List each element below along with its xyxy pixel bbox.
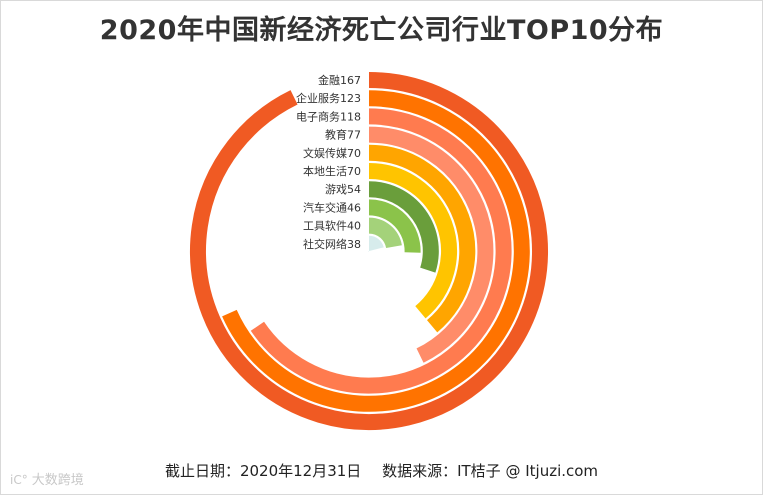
bar-label-8: 汽车交通46 bbox=[303, 200, 361, 214]
watermark-text: 大数跨境 bbox=[31, 473, 84, 488]
bar-3 bbox=[250, 108, 512, 394]
bar-8 bbox=[368, 199, 421, 253]
bar-4 bbox=[368, 126, 494, 363]
ic-logo-icon: iC° bbox=[10, 473, 28, 487]
chart-title: 2020年中国新经济死亡公司行业TOP10分布 bbox=[99, 15, 664, 46]
bar-label-10: 社交网络38 bbox=[303, 237, 361, 251]
data-source: 数据来源：IT桔子 @ Itjuzi.com bbox=[382, 462, 599, 480]
bar-2 bbox=[222, 90, 530, 412]
bar-5 bbox=[368, 144, 476, 333]
bar-7 bbox=[368, 181, 439, 273]
bars-group bbox=[190, 72, 548, 430]
chart-footer: 截止日期：2020年12月31日 数据来源：IT桔子 @ Itjuzi.com bbox=[0, 460, 763, 481]
watermark: iC° 大数跨境 bbox=[10, 469, 84, 488]
bar-label-3: 电子商务118 bbox=[296, 109, 361, 123]
bar-1 bbox=[190, 72, 548, 430]
cutoff-date: 截止日期：2020年12月31日 bbox=[164, 462, 362, 480]
bar-9 bbox=[368, 217, 402, 249]
bar-label-9: 工具软件40 bbox=[303, 219, 361, 233]
bar-label-5: 文娱传媒70 bbox=[303, 146, 361, 160]
bar-label-6: 本地生活70 bbox=[303, 164, 361, 178]
labels-group: 金融167 企业服务123 电子商务118 教育77 文娱传媒70 本地生活70 游戏54 汽… bbox=[296, 73, 361, 251]
bar-10 bbox=[367, 235, 384, 253]
bar-label-2: 企业服务123 bbox=[296, 91, 361, 105]
bar-label-1: 金融167 bbox=[318, 73, 361, 87]
bar-6 bbox=[368, 163, 457, 319]
bar-label-4: 教育77 bbox=[325, 128, 361, 142]
bar-label-7: 游戏54 bbox=[325, 183, 361, 196]
